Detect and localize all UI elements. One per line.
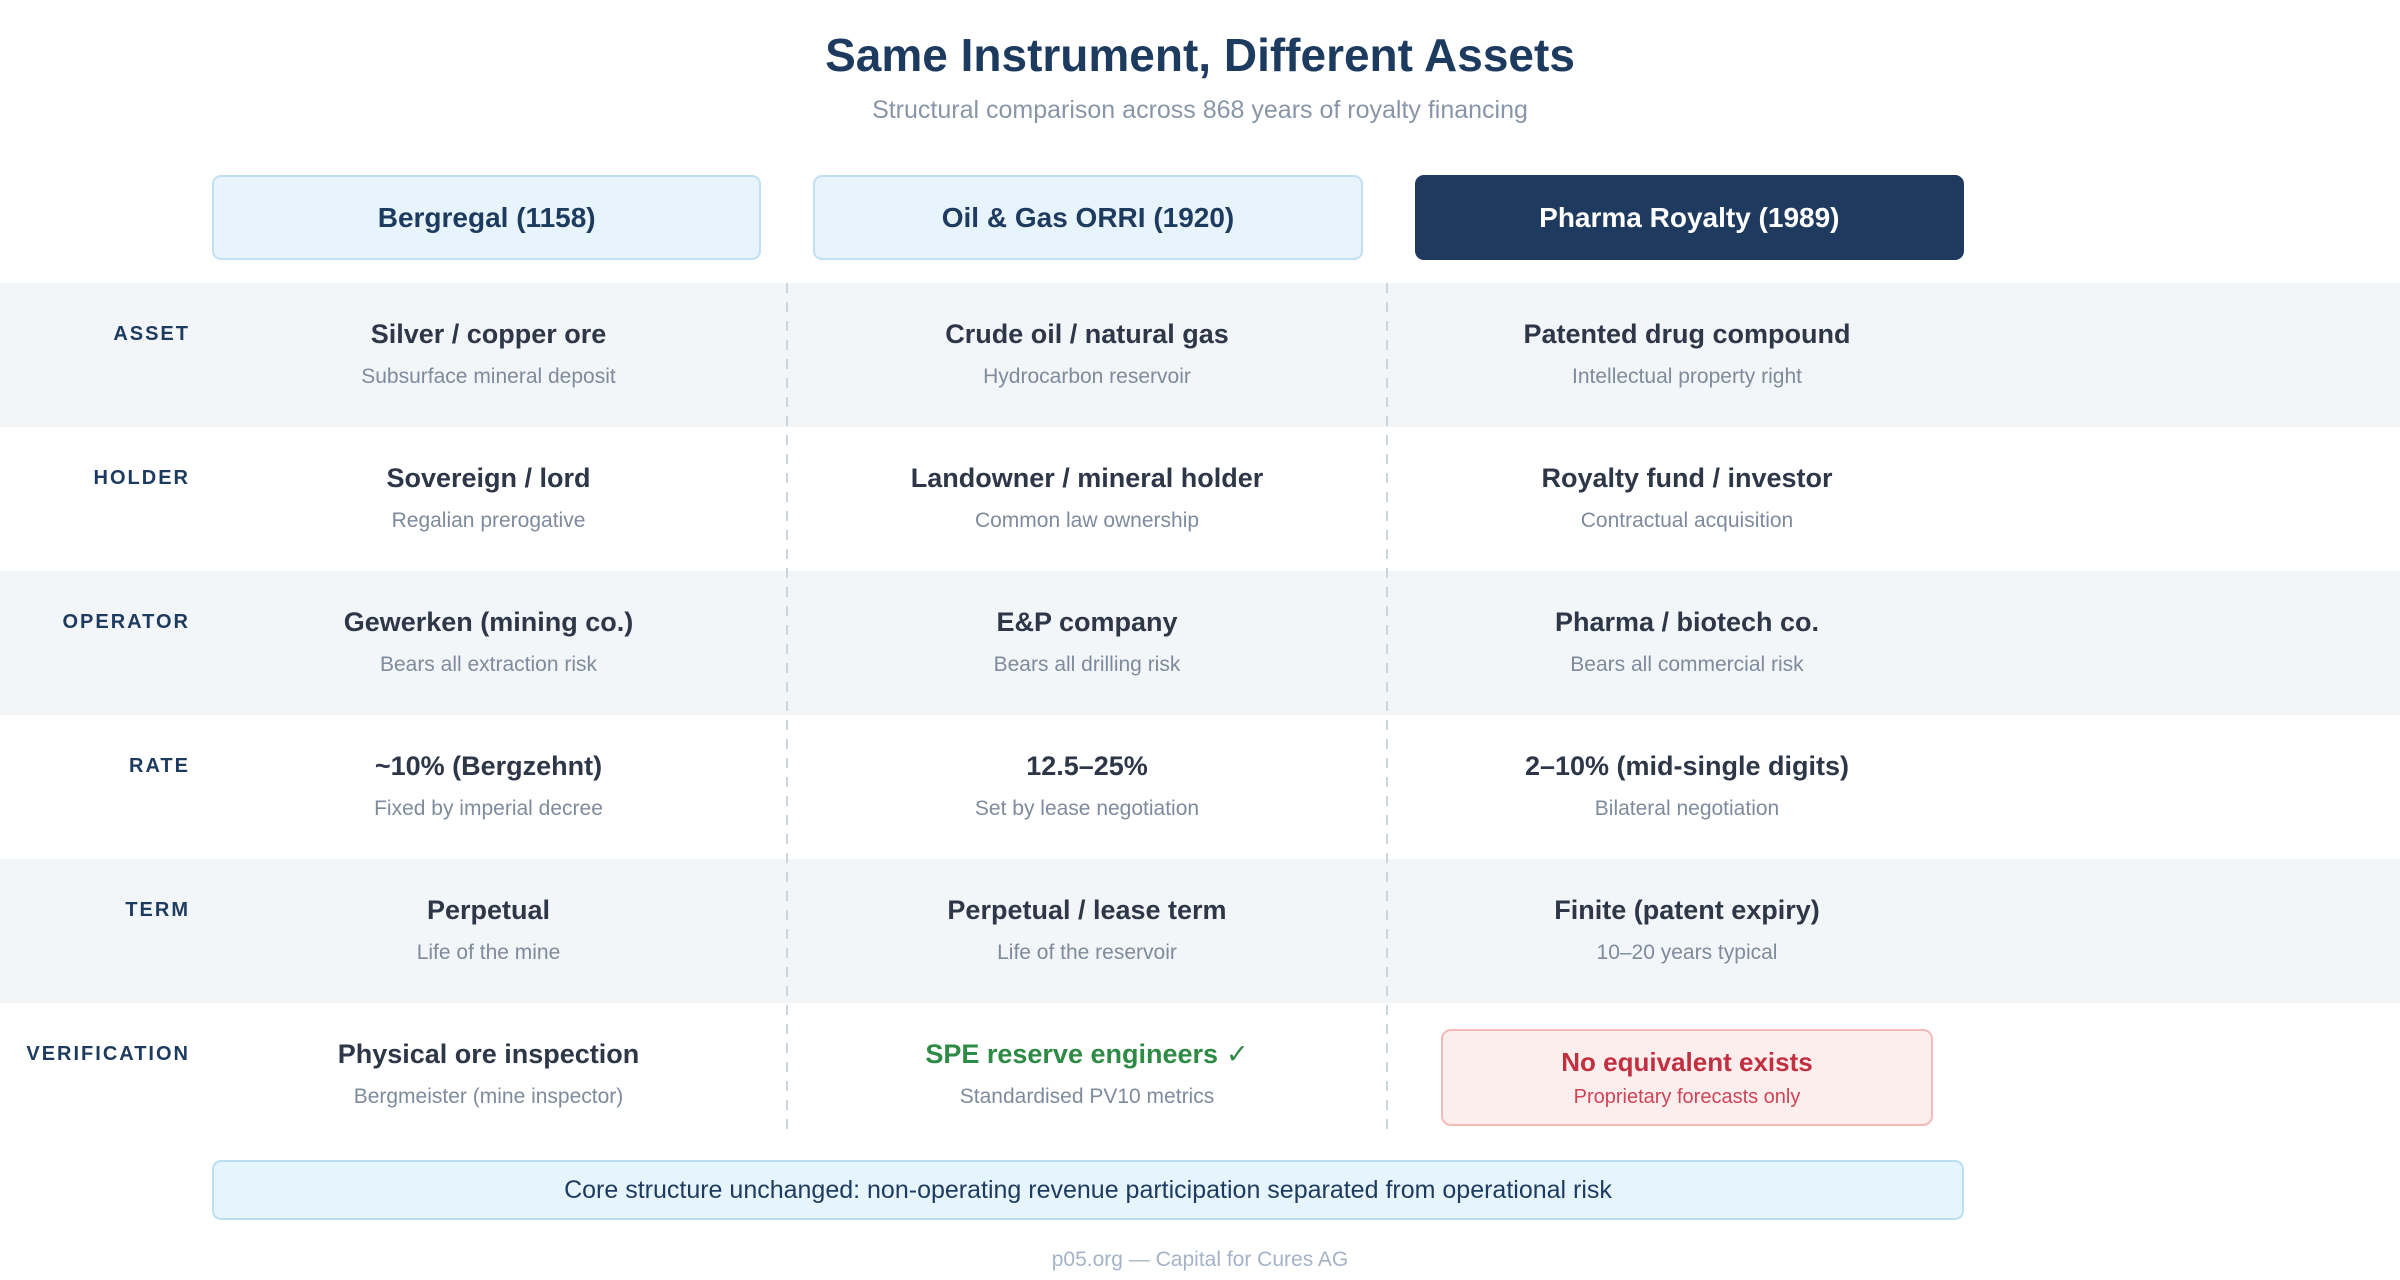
cell-rate-oil-gas: 12.5–25% Set by lease negotiation — [787, 715, 1387, 859]
cell-sub: Contractual acquisition — [1580, 509, 1794, 532]
check-icon: ✓ — [1226, 1039, 1249, 1069]
cell-asset-oil-gas: Crude oil / natural gas Hydrocarbon rese… — [787, 283, 1387, 427]
cell-sub: Intellectual property right — [1572, 365, 1802, 388]
column-divider-2 — [1386, 283, 1388, 1133]
cell-sub: Hydrocarbon reservoir — [983, 365, 1191, 388]
cell-main: Perpetual — [426, 895, 551, 925]
cell-sub: Bilateral negotiation — [1594, 797, 1780, 820]
column-header-oil-gas-orri: Oil & Gas ORRI (1920) — [813, 175, 1363, 260]
cell-sub: Life of the mine — [416, 941, 561, 964]
cell-verification-bergregal: Physical ore inspection Bergmeister (min… — [190, 1003, 787, 1147]
table-row-verification: VERIFICATION Physical ore inspection Ber… — [0, 1003, 2400, 1147]
row-label-asset: ASSET — [113, 323, 190, 345]
cell-asset-pharma: Patented drug compound Intellectual prop… — [1387, 283, 1987, 427]
cell-main: Silver / copper ore — [370, 319, 607, 349]
column-header-bergregal: Bergregal (1158) — [212, 175, 762, 260]
cell-main: Sovereign / lord — [386, 463, 591, 493]
comparison-table: ASSET Silver / copper ore Subsurface min… — [0, 283, 2400, 1147]
cell-holder-bergregal: Sovereign / lord Regalian prerogative — [190, 427, 787, 571]
cell-main: E&P company — [996, 607, 1178, 637]
table-row-asset: ASSET Silver / copper ore Subsurface min… — [0, 283, 2400, 427]
cell-term-oil-gas: Perpetual / lease term Life of the reser… — [787, 859, 1387, 1003]
no-equivalent-alert-box: No equivalent exists Proprietary forecas… — [1441, 1029, 1933, 1126]
page-title: Same Instrument, Different Assets — [825, 29, 1575, 81]
verified-text: SPE reserve engineers — [925, 1039, 1219, 1069]
cell-main: ~10% (Bergzehnt) — [374, 751, 603, 781]
cell-term-bergregal: Perpetual Life of the mine — [190, 859, 787, 1003]
cell-holder-oil-gas: Landowner / mineral holder Common law ow… — [787, 427, 1387, 571]
cell-sub: Standardised PV10 metrics — [959, 1085, 1215, 1108]
cell-sub: Common law ownership — [974, 509, 1200, 532]
cell-main: Perpetual / lease term — [947, 895, 1227, 925]
cell-sub: Subsurface mineral deposit — [361, 365, 616, 388]
cell-main: Landowner / mineral holder — [910, 463, 1264, 493]
cell-main: Royalty fund / investor — [1541, 463, 1833, 493]
cell-main-verified: SPE reserve engineers ✓ — [787, 1037, 1387, 1071]
row-label-holder: HOLDER — [93, 467, 190, 489]
cell-sub: 10–20 years typical — [1596, 941, 1778, 964]
column-headers: Bergregal (1158) Oil & Gas ORRI (1920) P… — [212, 175, 1964, 260]
cell-operator-pharma: Pharma / biotech co. Bears all commercia… — [1387, 571, 1987, 715]
cell-sub: Set by lease negotiation — [974, 797, 1200, 820]
cell-main: Finite (patent expiry) — [1554, 895, 1820, 925]
column-divider-1 — [786, 283, 788, 1133]
cell-main: Physical ore inspection — [337, 1039, 640, 1069]
cell-verification-pharma: No equivalent exists Proprietary forecas… — [1387, 1003, 1987, 1147]
cell-sub: Life of the reservoir — [997, 941, 1177, 964]
cell-operator-bergregal: Gewerken (mining co.) Bears all extracti… — [190, 571, 787, 715]
row-label-verification: VERIFICATION — [26, 1043, 190, 1065]
cell-sub: Fixed by imperial decree — [374, 797, 603, 820]
row-label-rate: RATE — [129, 755, 190, 777]
column-header-pharma-royalty: Pharma Royalty (1989) — [1414, 175, 1964, 260]
credit-line: p05.org — Capital for Cures AG — [1051, 1248, 1349, 1271]
cell-main: Pharma / biotech co. — [1554, 607, 1820, 637]
cell-holder-pharma: Royalty fund / investor Contractual acqu… — [1387, 427, 1987, 571]
cell-sub: Regalian prerogative — [391, 509, 586, 532]
cell-main: 2–10% (mid-single digits) — [1524, 751, 1850, 781]
cell-rate-pharma: 2–10% (mid-single digits) Bilateral nego… — [1387, 715, 1987, 859]
page-subtitle: Structural comparison across 868 years o… — [872, 96, 1528, 124]
table-row-term: TERM Perpetual Life of the mine Perpetua… — [0, 859, 2400, 1003]
cell-main: 12.5–25% — [1026, 751, 1148, 781]
table-row-rate: RATE ~10% (Bergzehnt) Fixed by imperial … — [0, 715, 2400, 859]
cell-operator-oil-gas: E&P company Bears all drilling risk — [787, 571, 1387, 715]
cell-sub: Bears all drilling risk — [993, 653, 1181, 676]
table-row-holder: HOLDER Sovereign / lord Regalian preroga… — [0, 427, 2400, 571]
cell-sub: Bears all extraction risk — [379, 653, 598, 676]
row-label-term: TERM — [125, 899, 190, 921]
cell-verification-oil-gas: SPE reserve engineers ✓ Standardised PV10… — [787, 1003, 1387, 1147]
cell-main: Crude oil / natural gas — [945, 319, 1229, 349]
cell-sub: Bergmeister (mine inspector) — [353, 1085, 624, 1108]
alert-subtitle: Proprietary forecasts only — [1573, 1086, 1801, 1108]
cell-term-pharma: Finite (patent expiry) 10–20 years typic… — [1387, 859, 1987, 1003]
cell-rate-bergregal: ~10% (Bergzehnt) Fixed by imperial decre… — [190, 715, 787, 859]
cell-asset-bergregal: Silver / copper ore Subsurface mineral d… — [190, 283, 787, 427]
summary-note-bar: Core structure unchanged: non-operating … — [212, 1160, 1964, 1220]
cell-main: Gewerken (mining co.) — [343, 607, 634, 637]
table-row-operator: OPERATOR Gewerken (mining co.) Bears all… — [0, 571, 2400, 715]
cell-main: Patented drug compound — [1523, 319, 1851, 349]
row-label-operator: OPERATOR — [62, 611, 190, 633]
alert-title: No equivalent exists — [1561, 1047, 1813, 1077]
cell-sub: Bears all commercial risk — [1570, 653, 1804, 676]
